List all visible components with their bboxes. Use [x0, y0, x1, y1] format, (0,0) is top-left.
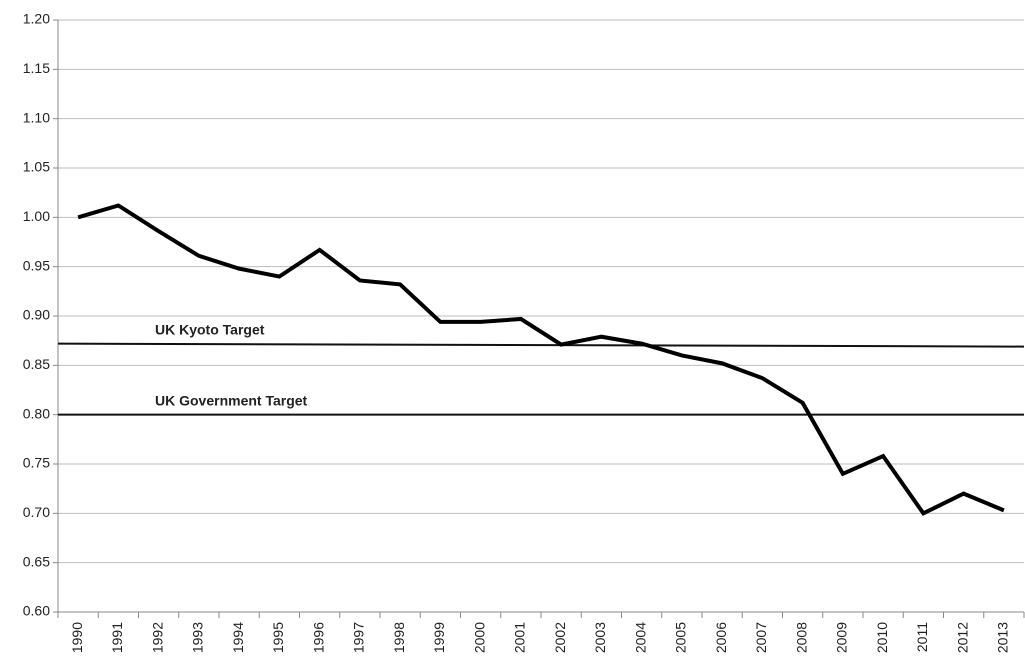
y-tick-label: 0.95 — [23, 257, 50, 273]
reference-label: UK Kyoto Target — [155, 321, 265, 337]
x-tick-label: 1993 — [190, 622, 206, 653]
x-tick-label: 1997 — [351, 622, 367, 653]
reference-line — [57, 342, 1025, 348]
reference-label: UK Government Target — [155, 392, 308, 408]
y-tick-label: 0.85 — [23, 356, 50, 372]
y-tick-label: 1.15 — [23, 60, 50, 76]
x-tick-label: 1990 — [69, 622, 85, 653]
y-tick-label: 0.65 — [23, 553, 50, 569]
x-tick-label: 2000 — [471, 622, 487, 653]
y-tick-label: 1.05 — [23, 159, 50, 175]
x-tick-label: 2011 — [914, 622, 930, 652]
x-tick-label: 1999 — [431, 622, 447, 653]
y-tick-label: 1.00 — [23, 208, 50, 224]
x-tick-label: 2005 — [673, 622, 689, 653]
x-tick-label: 1994 — [230, 622, 246, 653]
y-tick-label: 0.75 — [23, 455, 50, 471]
x-tick-label: 2012 — [954, 622, 970, 653]
x-tick-label: 2008 — [793, 622, 809, 653]
y-tick-label: 0.80 — [23, 405, 50, 421]
x-tick-label: 1996 — [310, 622, 326, 653]
x-tick-label: 2010 — [874, 622, 890, 653]
x-tick-label: 2007 — [753, 622, 769, 653]
x-tick-label: 2002 — [552, 622, 568, 653]
x-tick-label: 2004 — [632, 622, 648, 653]
x-tick-label: 2009 — [834, 622, 850, 653]
x-tick-label: 1992 — [149, 622, 165, 653]
y-tick-label: 1.20 — [23, 11, 50, 27]
x-tick-label: 1998 — [391, 622, 407, 653]
x-tick-label: 1995 — [270, 622, 286, 653]
x-tick-label: 2001 — [512, 622, 528, 653]
y-tick-label: 0.70 — [23, 504, 50, 520]
x-tick-label: 2013 — [995, 622, 1011, 653]
x-tick-label: 1991 — [109, 622, 125, 653]
y-tick-label: 0.90 — [23, 307, 50, 323]
data-line — [77, 203, 1005, 516]
x-tick-label: 2003 — [592, 622, 608, 653]
y-tick-label: 0.60 — [23, 603, 50, 619]
x-tick-label: 2006 — [713, 622, 729, 653]
y-tick-label: 1.10 — [23, 109, 50, 125]
